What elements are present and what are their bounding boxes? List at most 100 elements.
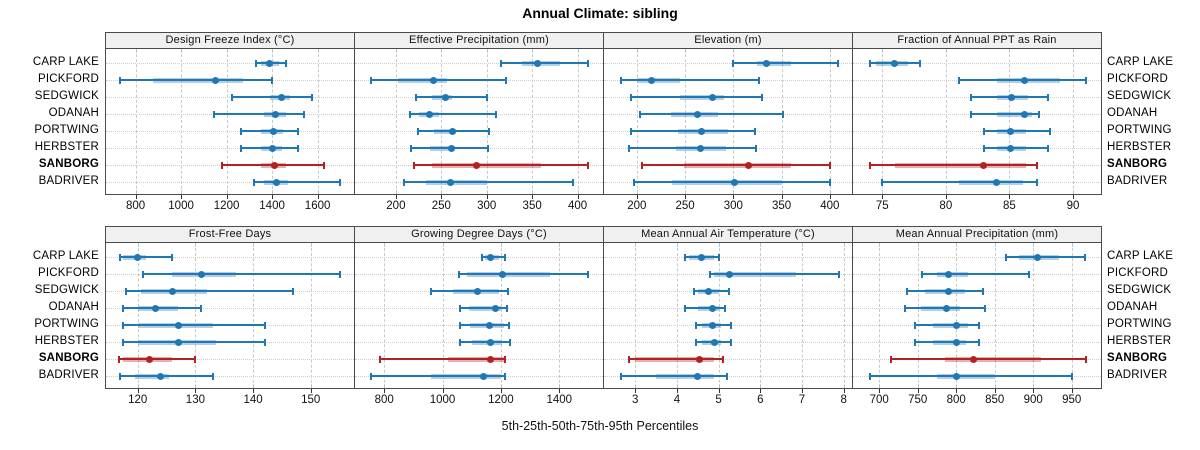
gridline-vertical — [685, 49, 687, 194]
axis-inner-tick — [500, 243, 502, 247]
median-dot — [174, 338, 182, 346]
axis-inner-tick — [879, 384, 881, 388]
axis-tick — [635, 389, 637, 393]
whisker-cap-left — [868, 161, 871, 169]
median-dot — [268, 144, 276, 152]
axis-inner-tick — [685, 49, 687, 53]
axis-tick — [195, 389, 197, 393]
panel-plot-area — [604, 243, 852, 388]
median-dot — [708, 304, 716, 312]
percentile-whisker — [921, 273, 1030, 275]
median-dot — [725, 270, 733, 278]
median-dot — [745, 161, 753, 169]
whisker-cap-left — [213, 110, 216, 118]
axis-tick — [1071, 389, 1073, 393]
axis-inner-tick — [181, 49, 183, 53]
station-label-left: PICKFORD — [37, 267, 99, 279]
gridline-vertical — [395, 49, 397, 194]
whisker-cap-right — [723, 304, 726, 312]
median-dot — [269, 127, 277, 135]
axis-tick — [384, 389, 386, 393]
whisker-cap-right — [194, 355, 197, 363]
axis-inner-tick — [676, 384, 678, 388]
gridline-horizontal — [106, 359, 354, 360]
median-dot — [952, 372, 960, 380]
whisker-cap-left — [640, 161, 643, 169]
whisker-cap-left — [378, 355, 381, 363]
whisker-cap-right — [508, 321, 511, 329]
station-label-left: PICKFORD — [37, 73, 99, 85]
percentile-whisker — [869, 164, 1038, 166]
whisker-cap-right — [587, 270, 590, 278]
station-label-right: ODANAH — [1107, 107, 1158, 119]
axis-inner-tick — [1071, 243, 1073, 247]
percentile-whisker — [460, 307, 507, 309]
median-dot — [952, 321, 960, 329]
median-dot — [952, 338, 960, 346]
station-label-right: PICKFORD — [1107, 267, 1169, 279]
axis-inner-tick — [636, 49, 638, 53]
whisker-cap-right — [828, 161, 831, 169]
gridline-vertical — [441, 49, 443, 194]
axis-tick — [956, 389, 958, 393]
percentile-whisker — [214, 113, 304, 115]
whisker-cap-right — [982, 287, 985, 295]
gridline-vertical — [1073, 49, 1075, 194]
median-dot — [429, 76, 437, 84]
gridline-horizontal — [106, 257, 354, 258]
axis-inner-tick — [310, 243, 312, 247]
whisker-cap-left — [694, 321, 697, 329]
whisker-cap-left — [255, 59, 258, 67]
percentile-whisker — [379, 358, 506, 360]
axis-inner-tick — [137, 384, 139, 388]
page-title: Annual Climate: sibling — [522, 5, 678, 21]
axis-inner-tick — [442, 384, 444, 388]
percentile-whisker — [460, 324, 510, 326]
axis-tick — [226, 195, 228, 199]
whisker-cap-left — [142, 270, 145, 278]
whisker-cap-left — [413, 161, 416, 169]
axis-tick-label: 350 — [522, 200, 542, 212]
axis-inner-tick — [1009, 190, 1011, 194]
median-dot — [708, 321, 716, 329]
whisker-cap-right — [487, 127, 490, 135]
axis-tick-label: 7 — [798, 394, 806, 406]
whisker-cap-right — [271, 76, 274, 84]
axis-inner-tick — [500, 384, 502, 388]
whisker-cap-left — [410, 144, 413, 152]
axis-tick-label: 850 — [985, 394, 1005, 406]
median-dot — [486, 338, 494, 346]
panel-plot-area — [106, 243, 354, 388]
axis-inner-tick — [733, 190, 735, 194]
gridline-vertical — [442, 243, 444, 388]
percentile-whisker — [710, 273, 840, 275]
axis-tick — [135, 195, 137, 199]
station-label-right: ODANAH — [1107, 301, 1158, 313]
percentile-whisker — [501, 62, 589, 64]
whisker-cap-right — [504, 355, 507, 363]
station-label-right: PORTWING — [1107, 318, 1172, 330]
percentile-whisker — [143, 273, 340, 275]
interquartile-band — [936, 373, 995, 379]
gridline-horizontal — [604, 359, 852, 360]
median-dot — [487, 253, 495, 261]
whisker-cap-left — [920, 270, 923, 278]
gridline-vertical — [843, 243, 845, 388]
whisker-cap-right — [1046, 93, 1049, 101]
interquartile-band — [448, 356, 504, 362]
whisker-cap-right — [755, 144, 758, 152]
whisker-cap-right — [297, 144, 300, 152]
axis-tick-label: 800 — [374, 394, 394, 406]
interquartile-band — [152, 77, 243, 83]
whisker-cap-left — [914, 321, 917, 329]
axis-tick-label: 400 — [820, 200, 840, 212]
whisker-cap-right — [338, 270, 341, 278]
percentile-whisker — [123, 324, 265, 326]
station-label-right: HERBSTER — [1107, 335, 1172, 347]
median-dot — [698, 253, 706, 261]
axis-tick — [733, 195, 735, 199]
axis-tick-label: 700 — [869, 394, 889, 406]
axis-tick-label: 130 — [185, 394, 205, 406]
axis-tick — [760, 389, 762, 393]
whisker-cap-left — [914, 338, 917, 346]
